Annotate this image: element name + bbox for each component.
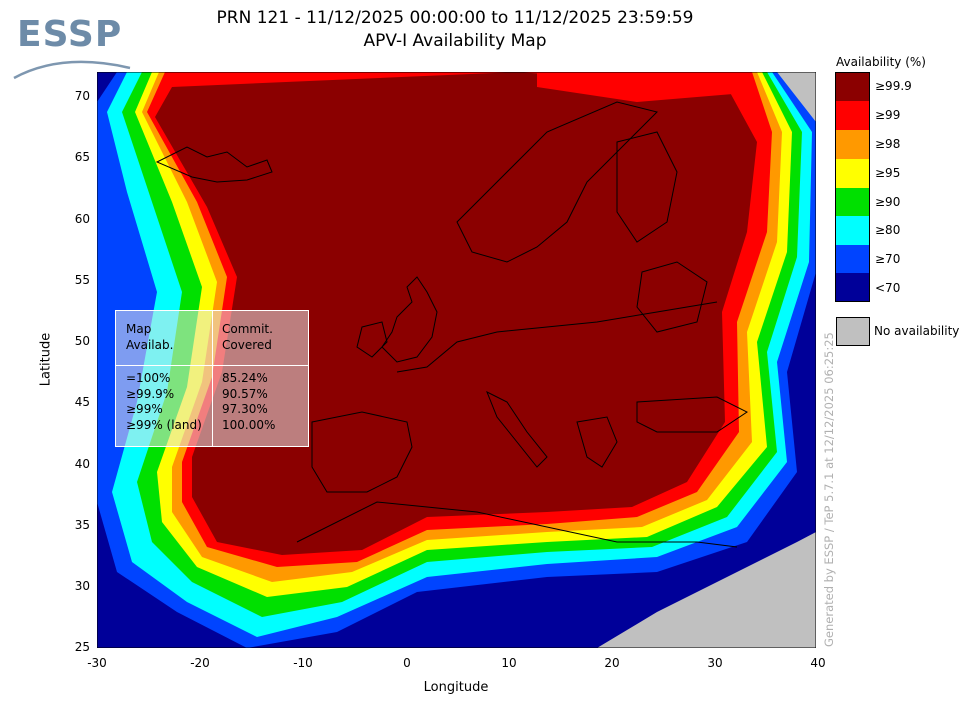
- essp-logo: ESSP: [12, 12, 132, 82]
- legend-swatch-99: [836, 101, 870, 130]
- x-tick-30: 30: [707, 656, 723, 670]
- legend-label-below-70: <70: [875, 281, 901, 295]
- y-tick-60: 60: [74, 212, 90, 226]
- stats-row-label: ≥99.9%: [126, 386, 175, 401]
- band-99-north: [537, 72, 757, 102]
- y-tick-70: 70: [74, 89, 90, 103]
- map-title: PRN 121 - 11/12/2025 00:00:00 to 11/12/2…: [216, 8, 694, 28]
- x-tick-10: 10: [501, 656, 517, 670]
- scandinavia-outline: [456, 101, 658, 263]
- y-tick-50: 50: [74, 334, 90, 348]
- legend-label-99-9: ≥99.9: [875, 79, 912, 93]
- iceland-outline: [155, 146, 273, 183]
- availability-map: [97, 72, 816, 648]
- stats-values: 85.24% 90.57% 97.30% 100.00%: [222, 371, 275, 433]
- legend-swatch-no-availability: [836, 317, 870, 346]
- legend-swatch-95: [836, 159, 870, 188]
- map-subtitle: APV-I Availability Map: [363, 31, 547, 51]
- x-tick-0: 0: [403, 656, 411, 670]
- stats-row-value: 100.00%: [222, 417, 276, 432]
- stats-row-label: ≥99% (land): [126, 417, 202, 432]
- finland-outline: [616, 131, 678, 243]
- stats-header-commit-covered: Commit. Covered: [222, 321, 273, 353]
- y-tick-55: 55: [74, 273, 90, 287]
- y-tick-45: 45: [74, 395, 90, 409]
- stats-row-label: ≥99%: [126, 402, 163, 416]
- legend-title: Availability (%): [836, 55, 926, 69]
- stats-header-map-availability: Map Availab.: [126, 321, 173, 353]
- legend-label-95: ≥95: [875, 166, 901, 180]
- coastlines: [155, 101, 748, 548]
- y-axis-label: Latitude: [38, 332, 54, 387]
- generated-by-note: Generated by ESSP / TeP 5.7.1 at 12/12/2…: [822, 332, 836, 647]
- legend-frame: [835, 72, 870, 302]
- north-africa-coast: [296, 501, 738, 548]
- stats-header-availab: Availab.: [126, 338, 174, 352]
- legend-label-80: ≥80: [875, 223, 901, 237]
- stats-row-label: =100%: [126, 371, 171, 385]
- stats-labels: =100% ≥99.9% ≥99% ≥99% (land): [126, 371, 202, 433]
- turkey-outline: [636, 396, 748, 433]
- central-europe-borders: [396, 301, 718, 373]
- great-britain-outline: [381, 276, 438, 363]
- legend-label-70: ≥70: [875, 252, 901, 266]
- stats-row-value: 97.30%: [222, 402, 268, 416]
- stats-row-value: 85.24%: [222, 371, 268, 385]
- legend-label-no-availability: No availability: [874, 324, 960, 338]
- y-tick-35: 35: [74, 518, 90, 532]
- y-tick-25: 25: [74, 640, 90, 654]
- stats-row-value: 90.57%: [222, 386, 268, 401]
- logo-swoosh: [13, 60, 131, 80]
- iberia-outline: [311, 411, 413, 493]
- legend-swatch-70: [836, 245, 870, 274]
- legend-label-90: ≥90: [875, 195, 901, 209]
- legend-swatch-below-70: [836, 273, 870, 302]
- italy-outline: [486, 390, 548, 468]
- coverage-stats-box: Map Availab. Commit. Covered =100% ≥99.9…: [115, 310, 309, 447]
- legend-label-99: ≥99: [875, 108, 901, 122]
- legend-swatch-80: [836, 216, 870, 245]
- x-tick-40: 40: [810, 656, 826, 670]
- y-tick-30: 30: [74, 579, 90, 593]
- y-tick-65: 65: [74, 150, 90, 164]
- stats-header-covered: Covered: [222, 338, 272, 352]
- x-tick-20: 20: [604, 656, 620, 670]
- ireland-outline: [356, 321, 388, 358]
- no-availability-ne: [757, 72, 816, 132]
- stats-header-commit: Commit.: [222, 322, 273, 336]
- stats-header-map: Map: [126, 322, 152, 336]
- logo-text: ESSP: [17, 14, 123, 55]
- baltic-region-outline: [636, 261, 708, 333]
- balkans-outline: [576, 416, 618, 468]
- no-availability-se: [597, 532, 816, 648]
- x-tick-minus10: -10: [293, 656, 313, 670]
- legend-label-98: ≥98: [875, 137, 901, 151]
- legend-swatch-90: [836, 188, 870, 217]
- legend-swatch-99-9: [836, 72, 870, 101]
- x-axis-label: Longitude: [423, 680, 489, 695]
- y-tick-40: 40: [74, 457, 90, 471]
- legend-swatch-98: [836, 130, 870, 159]
- x-tick-minus30: -30: [87, 656, 107, 670]
- x-tick-minus20: -20: [190, 656, 210, 670]
